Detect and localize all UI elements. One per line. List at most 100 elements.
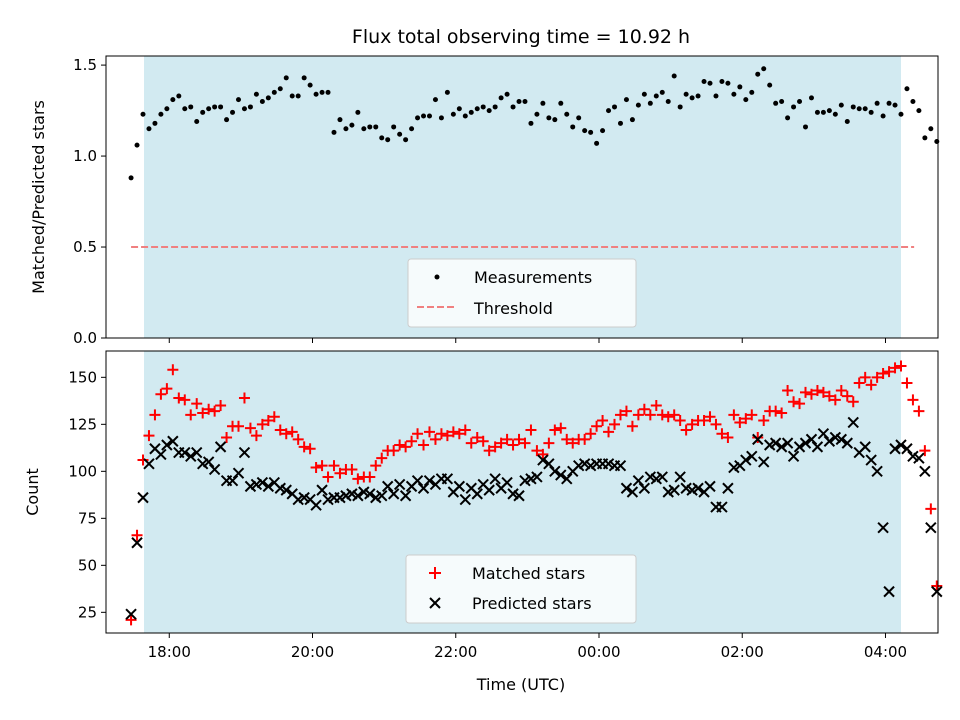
matched-star-point xyxy=(376,452,388,464)
measurement-point xyxy=(432,97,438,103)
measurement-point xyxy=(683,91,689,97)
matched-star-point xyxy=(632,409,644,421)
predicted-star-point xyxy=(185,450,197,462)
matched-star-point xyxy=(191,398,203,410)
matched-star-point xyxy=(167,364,179,376)
matched-star-point xyxy=(656,409,668,421)
matched-star-point xyxy=(710,418,722,430)
measurement-point xyxy=(749,89,755,95)
matched-star-point xyxy=(597,415,609,427)
matched-star-point xyxy=(800,386,812,398)
matched-star-point xyxy=(221,431,233,443)
measurement-point xyxy=(552,117,558,123)
measurement-point xyxy=(295,93,301,99)
measurement-point xyxy=(534,111,540,117)
matched-star-point xyxy=(829,394,841,406)
measurement-point xyxy=(379,135,385,141)
matched-star-point xyxy=(716,428,728,440)
measurement-point xyxy=(474,106,480,112)
matched-star-point xyxy=(388,445,400,457)
matched-star-point xyxy=(758,415,770,427)
matched-star-point xyxy=(609,418,621,430)
measurement-point xyxy=(755,71,761,77)
matched-star-point xyxy=(489,441,501,453)
measurement-point xyxy=(224,117,230,123)
measurement-point xyxy=(277,86,283,92)
measurement-point xyxy=(791,104,797,110)
measurement-point xyxy=(218,104,224,110)
measurement-point xyxy=(892,102,898,108)
matched-star-point xyxy=(298,441,310,453)
predicted-star-point xyxy=(883,585,895,598)
top-y-tick-label: 0.0 xyxy=(73,329,97,347)
predicted-star-point xyxy=(179,446,191,459)
matched-star-point xyxy=(895,360,907,372)
predicted-star-point xyxy=(238,446,251,459)
measurement-point xyxy=(319,89,325,95)
top-axes-frame xyxy=(105,55,939,339)
measurement-point xyxy=(134,142,140,148)
matched-star-point xyxy=(841,390,853,402)
matched-star-point xyxy=(614,409,626,421)
matched-star-point xyxy=(865,379,877,391)
matched-star-point xyxy=(662,411,674,423)
measurement-point xyxy=(653,93,659,99)
matched-star-point xyxy=(835,384,847,396)
measurement-point xyxy=(462,113,468,119)
matched-star-point xyxy=(811,384,823,396)
measurement-point xyxy=(570,124,576,130)
predicted-star-point xyxy=(925,522,937,534)
predicted-star-point xyxy=(787,450,800,462)
matched-star-point xyxy=(268,411,280,423)
matched-star-point xyxy=(525,424,537,436)
matched-star-point xyxy=(256,418,268,430)
matched-star-point xyxy=(423,426,435,438)
matched-star-point xyxy=(674,415,686,427)
predicted-star-point xyxy=(471,488,483,500)
bottom-axes-frame xyxy=(105,350,939,634)
predicted-star-point xyxy=(752,433,764,446)
predicted-star-point xyxy=(668,484,680,496)
measurement-point xyxy=(128,175,134,181)
predicted-star-point xyxy=(489,473,501,485)
matched-star-point xyxy=(203,403,215,415)
bottom-y-tick-label: 50 xyxy=(78,556,97,574)
predicted-star-point xyxy=(913,452,925,464)
matched-star-point xyxy=(406,435,418,447)
measurement-point xyxy=(456,106,462,112)
measurement-point xyxy=(820,109,826,115)
measurement-point xyxy=(617,120,623,126)
measurement-point xyxy=(468,109,474,115)
matched-star-point xyxy=(418,439,430,451)
predicted-star-point xyxy=(226,475,239,487)
matched-star-point xyxy=(179,394,191,406)
predicted-star-point xyxy=(919,465,931,478)
top-legend: Measurements Threshold xyxy=(407,258,637,328)
measurement-point xyxy=(140,111,146,117)
matched-star-point xyxy=(770,405,782,417)
predicted-star-point xyxy=(775,441,788,453)
measurement-point xyxy=(850,104,856,110)
measurement-point xyxy=(588,129,594,135)
measurement-point xyxy=(480,104,486,110)
measurement-point xyxy=(331,129,337,135)
bottom-x-tick-label: 18:00 xyxy=(148,643,191,661)
predicted-star-point xyxy=(543,458,555,470)
matched-star-point xyxy=(316,460,328,472)
measurement-point xyxy=(510,104,516,110)
matched-star-point xyxy=(555,422,567,434)
measurement-point xyxy=(713,93,719,99)
predicted-star-point xyxy=(256,476,269,489)
matched-star-point xyxy=(686,418,698,430)
matched-star-point xyxy=(907,394,919,406)
matched-star-point xyxy=(794,398,806,410)
measurement-point xyxy=(444,89,450,95)
predicted-star-point xyxy=(877,522,889,534)
predicted-star-point xyxy=(453,480,466,493)
predicted-star-point xyxy=(722,482,734,494)
predicted-star-point xyxy=(483,484,495,496)
matched-star-point xyxy=(322,471,334,483)
measurement-point xyxy=(355,109,361,115)
matched-star-point xyxy=(334,467,346,479)
measurement-point xyxy=(361,126,367,132)
